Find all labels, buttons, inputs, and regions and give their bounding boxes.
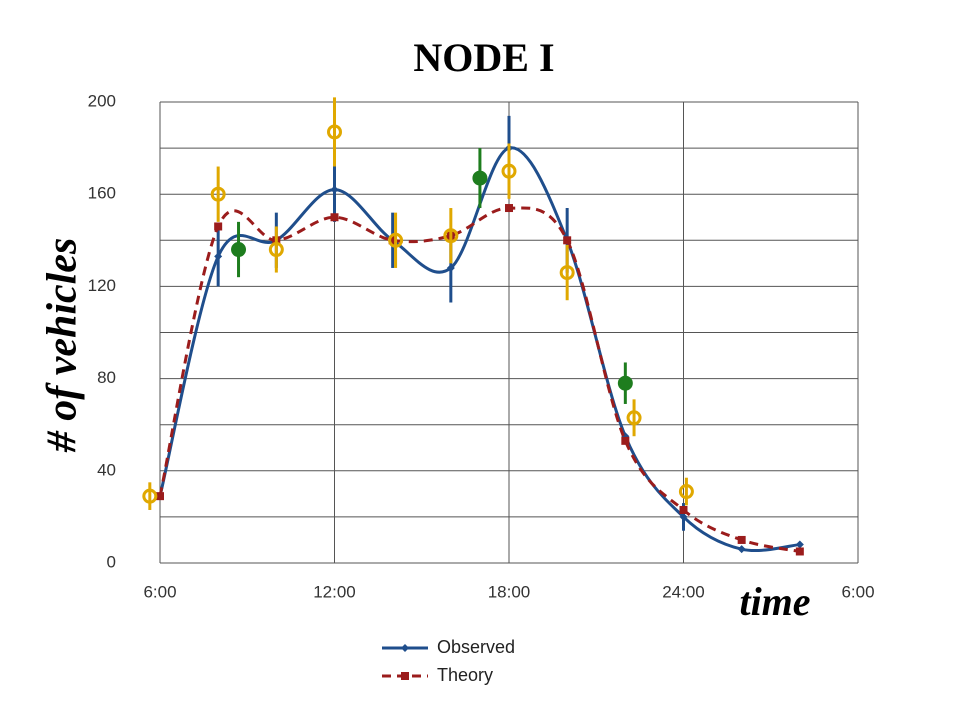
x-axis-label: time [739,579,810,624]
x-tick-label: 12:00 [313,582,356,601]
y-tick-label: 40 [97,460,116,479]
series-line [158,146,801,553]
y-tick-label: 80 [97,368,116,387]
marker [559,265,575,281]
marker [210,186,226,202]
marker [330,185,339,194]
legend-marker [401,672,409,680]
marker [505,204,513,213]
legend-marker [401,644,409,652]
marker [679,512,688,521]
marker [472,170,488,186]
marker [737,535,746,544]
y-tick-label: 200 [88,91,116,110]
y-tick-label: 0 [107,552,116,571]
marker [678,484,694,500]
x-tick-label: 24:00 [662,582,705,601]
marker [617,375,633,391]
marker [446,263,455,272]
x-tick-label: 6:00 [143,582,176,601]
marker [679,505,688,514]
marker [621,436,630,445]
marker [443,228,459,244]
legend-label: Theory [437,665,493,685]
marker [231,242,247,258]
marker [214,222,223,231]
marker [795,547,804,556]
marker [563,236,572,245]
marker [626,410,642,426]
marker [142,488,158,504]
marker [214,252,223,261]
marker [388,232,404,248]
y-axis-label: # of vehicles [40,238,86,454]
y-tick-label: 160 [88,184,116,203]
marker [268,242,284,258]
marker [327,124,342,140]
marker [388,236,397,245]
marker [737,545,746,554]
marker [156,492,164,501]
marker [330,213,339,222]
marker [501,163,517,179]
series-line [158,206,801,553]
y-tick-label: 120 [88,276,116,295]
x-tick-label: 6:00 [841,582,874,601]
marker [795,540,804,549]
chart-title: NODE I [413,35,554,80]
x-tick-label: 18:00 [488,582,531,601]
legend-label: Observed [437,637,515,657]
